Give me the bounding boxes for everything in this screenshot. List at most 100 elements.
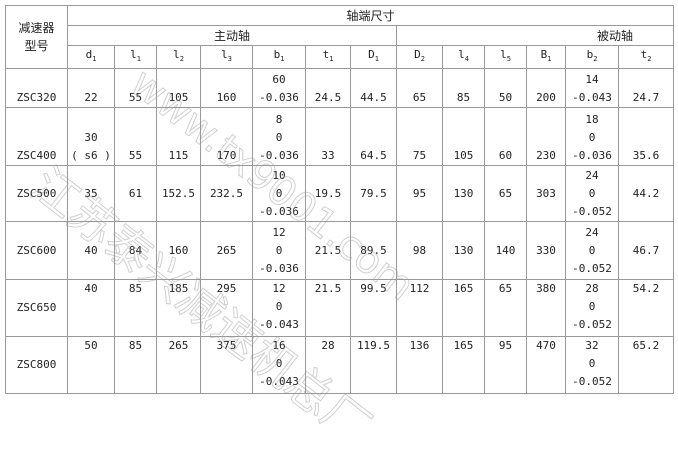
model-cell: ZSC650 xyxy=(5,279,68,338)
column-subscript: 1 xyxy=(92,55,97,64)
value-cell: 105 xyxy=(442,107,485,167)
value-cell: 375 xyxy=(200,336,253,395)
value-cell: 64.5 xyxy=(350,107,397,167)
model-cell: ZSC800 xyxy=(5,336,68,395)
value-cell: 8 0 -0.036 xyxy=(252,107,306,167)
column-subscript: 1 xyxy=(547,55,552,64)
value-cell: 85 xyxy=(114,279,157,338)
model-header: 减速器 型号 xyxy=(5,4,68,70)
value-cell: 265 xyxy=(156,336,201,395)
value-cell: 54.2 xyxy=(617,279,675,338)
value-cell: 130 xyxy=(442,165,485,223)
value-cell: 46.7 xyxy=(617,221,675,281)
shaft-dims-header: 轴端尺寸 xyxy=(66,5,675,26)
value-cell: 44.5 xyxy=(350,68,397,109)
value-cell: 55 xyxy=(114,107,157,167)
value-cell: 24 0 -0.052 xyxy=(565,165,619,223)
table-row: ZSC600 40 84 160 265 12 0 -0.036 21.5 89.5 98 130… xyxy=(5,221,675,281)
value-cell: 22 xyxy=(67,68,115,109)
model-cell: ZSC500 xyxy=(5,165,68,223)
value-cell: 295 xyxy=(200,279,253,338)
value-cell: 152.5 xyxy=(156,165,201,223)
value-cell: 44.2 xyxy=(617,165,675,223)
value-cell: 65.2 xyxy=(617,336,675,395)
value-cell: 330 xyxy=(526,221,566,281)
value-cell: 35.6 xyxy=(617,107,675,167)
value-cell: 19.5 xyxy=(305,165,351,223)
value-cell: 230 xyxy=(526,107,566,167)
value-cell: 165 xyxy=(442,336,485,395)
value-cell: 60 -0.036 xyxy=(252,68,306,109)
column-subscript: 1 xyxy=(329,55,334,64)
value-cell: 18 0 -0.036 xyxy=(565,107,619,167)
column-header: b2 xyxy=(565,44,619,70)
value-cell: 136 xyxy=(396,336,443,395)
value-cell: 16 0 -0.043 xyxy=(252,336,306,395)
value-cell: 65 xyxy=(484,165,527,223)
value-cell: 12 0 -0.043 xyxy=(252,279,306,338)
reducer-dimension-table: 减速器 型号 轴端尺寸 主动轴 被动轴 d1 l1 l2 l3 b1 t1 D1 D2 l4 l5… xyxy=(5,4,675,395)
value-cell: 24.7 xyxy=(617,68,675,109)
value-cell: 185 xyxy=(156,279,201,338)
value-cell: 200 xyxy=(526,68,566,109)
column-symbol: l xyxy=(221,48,228,61)
column-symbol: l xyxy=(173,48,180,61)
column-subscript: 2 xyxy=(593,55,598,64)
column-header: D1 xyxy=(350,44,397,70)
column-header: d1 xyxy=(67,44,115,70)
model-cell: ZSC400 xyxy=(5,107,68,167)
value-cell: 24.5 xyxy=(305,68,351,109)
value-cell: 105 xyxy=(156,68,201,109)
value-cell: 165 xyxy=(442,279,485,338)
value-cell: 79.5 xyxy=(350,165,397,223)
column-subscript: 2 xyxy=(179,55,184,64)
value-cell: 115 xyxy=(156,107,201,167)
column-symbol: t xyxy=(640,48,648,61)
value-cell: 28 xyxy=(305,336,351,395)
value-cell: 32 0 -0.052 xyxy=(565,336,619,395)
driven-shaft-header: 被动轴 xyxy=(395,25,675,46)
value-cell: 140 xyxy=(484,221,527,281)
value-cell: 119.5 xyxy=(350,336,397,395)
column-header: t1 xyxy=(305,44,351,70)
value-cell: 160 xyxy=(200,68,253,109)
value-cell: 10 0 -0.036 xyxy=(252,165,306,223)
column-symbol: D xyxy=(368,48,375,61)
table-row: ZSC400 30 ( s6 ) 55 115 170 8 0 -0.036 33 64.5 7… xyxy=(5,107,675,167)
value-cell: 50 xyxy=(67,336,115,395)
value-cell: 61 xyxy=(114,165,157,223)
column-header: l5 xyxy=(484,44,527,70)
column-subscript: 1 xyxy=(280,55,285,64)
value-cell: 14 -0.043 xyxy=(565,68,619,109)
value-cell: 85 xyxy=(442,68,485,109)
value-cell: 35 xyxy=(67,165,115,223)
value-cell: 160 xyxy=(156,221,201,281)
model-cell: ZSC320 xyxy=(5,68,68,109)
value-cell: 12 0 -0.036 xyxy=(252,221,306,281)
column-symbol: B xyxy=(540,48,548,61)
value-cell: 75 xyxy=(396,107,443,167)
column-header: l2 xyxy=(156,44,201,70)
column-header: B1 xyxy=(526,44,566,70)
value-cell: 470 xyxy=(526,336,566,395)
column-subscript: 1 xyxy=(374,55,379,64)
value-cell: 232.5 xyxy=(200,165,253,223)
value-cell: 21.5 xyxy=(305,279,351,338)
column-subscript: 4 xyxy=(464,55,469,64)
value-cell: 55 xyxy=(114,68,157,109)
column-header: t2 xyxy=(617,44,675,70)
column-subscript: 1 xyxy=(136,55,141,64)
column-header: l1 xyxy=(114,44,157,70)
column-header: l3 xyxy=(200,44,253,70)
value-cell: 95 xyxy=(396,165,443,223)
table-row: ZSC500 35 61 152.5 232.5 10 0 -0.036 19.5 79.5 9… xyxy=(5,165,675,223)
column-symbol: t xyxy=(322,48,330,61)
model-cell: ZSC600 xyxy=(5,221,68,281)
column-header: b1 xyxy=(252,44,306,70)
value-cell: 65 xyxy=(396,68,443,109)
value-cell: 84 xyxy=(114,221,157,281)
value-cell: 95 xyxy=(484,336,527,395)
value-cell: 24 0 -0.052 xyxy=(565,221,619,281)
value-cell: 40 xyxy=(67,221,115,281)
value-cell: 265 xyxy=(200,221,253,281)
